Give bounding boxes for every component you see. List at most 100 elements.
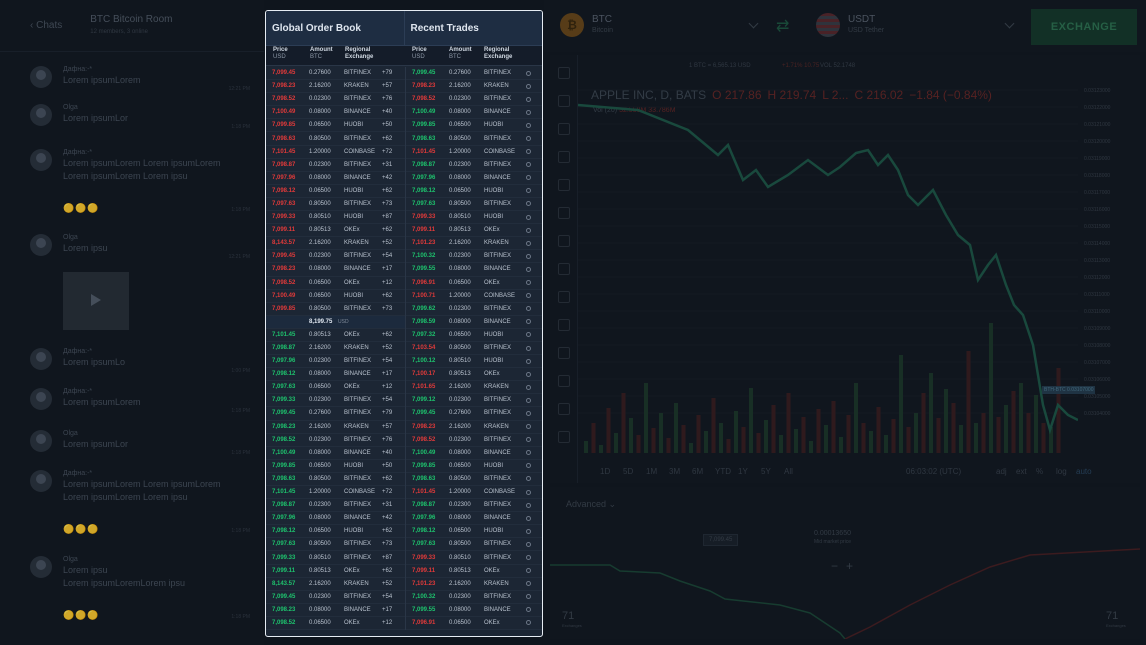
ask-row[interactable]: 7,099.45 0.02300 BITFINEX +54 bbox=[266, 250, 405, 264]
bid-row[interactable]: 7,098.23 2.16200 KRAKEN +57 bbox=[266, 421, 405, 434]
bid-row[interactable]: 8,143.57 2.16200 KRAKEN +52 bbox=[266, 578, 405, 591]
trade-row[interactable]: 7,100.71 1.20000 COINBASE bbox=[406, 290, 542, 303]
trade-row[interactable]: 7,103.54 0.80500 BITFINEX bbox=[406, 342, 542, 356]
trade-status-icon[interactable] bbox=[526, 253, 531, 259]
avatar[interactable] bbox=[30, 234, 52, 256]
chevron-down-icon[interactable] bbox=[1004, 18, 1015, 29]
trade-row[interactable]: 7,098.63 0.80500 BITFINEX bbox=[406, 473, 542, 486]
trade-status-icon[interactable] bbox=[526, 528, 531, 534]
trade-status-icon[interactable] bbox=[526, 83, 531, 89]
trade-row[interactable]: 7,098.12 0.06500 HUOBI bbox=[406, 185, 542, 198]
trade-row[interactable]: 7,098.12 0.06500 HUOBI bbox=[406, 525, 542, 539]
trade-row[interactable]: 7,100.49 0.08000 BINANCE bbox=[406, 106, 542, 120]
bid-row[interactable]: 7,098.12 0.06500 HUOBI +62 bbox=[266, 525, 405, 539]
chart-title[interactable]: APPLE INC, D, BATS O 217.86 H 219.74 L 2… bbox=[591, 88, 992, 102]
trade-row[interactable]: 7,098.87 0.02300 BITFINEX bbox=[406, 159, 542, 172]
measure-icon[interactable] bbox=[558, 263, 570, 275]
bid-row[interactable]: 7,098.12 0.08000 BINANCE +17 bbox=[266, 368, 405, 382]
zoom-icon[interactable] bbox=[558, 319, 570, 331]
trade-row[interactable]: 7,099.33 0.80510 BITFINEX bbox=[406, 551, 542, 565]
avatar[interactable] bbox=[30, 104, 52, 126]
avatar[interactable] bbox=[30, 556, 52, 578]
trade-status-icon[interactable] bbox=[526, 162, 531, 168]
trade-status-icon[interactable] bbox=[526, 293, 531, 299]
price-chart[interactable] bbox=[578, 75, 1078, 465]
video-thumbnail[interactable] bbox=[63, 272, 129, 330]
timeframe-1y[interactable]: 1Y bbox=[738, 467, 748, 476]
bid-row[interactable]: 7,099.11 0.80513 OKEx +62 bbox=[266, 565, 405, 578]
trade-status-icon[interactable] bbox=[526, 410, 531, 416]
bid-row[interactable]: 7,099.33 0.02300 BITFINEX +54 bbox=[266, 394, 405, 408]
ask-row[interactable]: 7,097.63 0.80500 BITFINEX +73 bbox=[266, 198, 405, 212]
zoom-out-button[interactable]: − bbox=[831, 559, 839, 573]
bid-row[interactable]: 7,099.45 0.02300 BITFINEX +54 bbox=[266, 591, 405, 604]
bid-row[interactable]: 7,097.63 0.06500 OKEx +12 bbox=[266, 381, 405, 395]
trade-row[interactable]: 7,097.96 0.08000 BINANCE bbox=[406, 172, 542, 185]
ask-row[interactable]: 7,098.23 2.16200 KRAKEN +57 bbox=[266, 80, 405, 94]
trade-status-icon[interactable] bbox=[526, 397, 531, 403]
trade-status-icon[interactable] bbox=[526, 371, 531, 377]
trade-status-icon[interactable] bbox=[526, 227, 531, 233]
bid-row[interactable]: 7,100.49 0.08000 BINANCE +40 bbox=[266, 447, 405, 460]
trade-status-icon[interactable] bbox=[526, 122, 531, 128]
trade-status-icon[interactable] bbox=[526, 502, 531, 508]
avatar[interactable] bbox=[30, 149, 52, 171]
ask-row[interactable]: 7,099.33 0.80510 HUOBI +87 bbox=[266, 211, 405, 225]
ask-row[interactable]: 8,143.57 2.16200 KRAKEN +52 bbox=[266, 237, 405, 251]
trade-status-icon[interactable] bbox=[526, 109, 531, 115]
bid-row[interactable]: 7,098.87 0.02300 BITFINEX +31 bbox=[266, 499, 405, 513]
trade-row[interactable]: 7,100.12 0.80510 HUOBI bbox=[406, 355, 542, 369]
trade-row[interactable]: 7,097.63 0.80500 BITFINEX bbox=[406, 538, 542, 552]
trade-status-icon[interactable] bbox=[526, 149, 531, 155]
trade-status-icon[interactable] bbox=[526, 594, 531, 600]
pattern-icon[interactable] bbox=[558, 207, 570, 219]
bid-row[interactable]: 7,098.52 0.02300 BITFINEX +76 bbox=[266, 434, 405, 447]
trade-status-icon[interactable] bbox=[526, 240, 531, 246]
trade-row[interactable]: 7,100.49 0.08000 BINANCE bbox=[406, 447, 542, 460]
brush-icon[interactable] bbox=[558, 151, 570, 163]
trade-row[interactable]: 7,096.91 0.06500 OKEx bbox=[406, 277, 542, 290]
trade-row[interactable]: 7,101.23 2.16200 KRAKEN bbox=[406, 237, 542, 251]
exchange-button[interactable]: EXCHANGE bbox=[1031, 9, 1137, 45]
prediction-icon[interactable] bbox=[558, 235, 570, 247]
ask-row[interactable]: 7,099.85 0.06500 HUOBI +50 bbox=[266, 119, 405, 133]
bid-row[interactable]: 7,098.52 0.06500 OKEx +12 bbox=[266, 617, 405, 631]
trade-row[interactable]: 7,099.45 0.27600 BITFINEX bbox=[406, 407, 542, 421]
scale-option-auto[interactable]: auto bbox=[1076, 467, 1092, 476]
avatar[interactable] bbox=[30, 388, 52, 410]
chevron-down-icon[interactable] bbox=[748, 18, 759, 29]
trade-status-icon[interactable] bbox=[526, 136, 531, 142]
bid-row[interactable]: 7,099.45 0.27600 BITFINEX +79 bbox=[266, 407, 405, 421]
bid-row[interactable]: 7,097.63 0.80500 BITFINEX +73 bbox=[266, 538, 405, 552]
timeframe-5d[interactable]: 5D bbox=[623, 467, 634, 476]
trade-row[interactable]: 7,099.11 0.80513 OKEx bbox=[406, 224, 542, 238]
trade-row[interactable]: 7,099.12 0.02300 BITFINEX bbox=[406, 394, 542, 408]
trade-row[interactable]: 7,098.52 0.02300 BITFINEX bbox=[406, 434, 542, 447]
trade-row[interactable]: 7,097.63 0.80500 BITFINEX bbox=[406, 198, 542, 212]
zoom-in-button[interactable]: + bbox=[846, 559, 854, 573]
bid-row[interactable]: 7,097.96 0.02300 BITFINEX +54 bbox=[266, 355, 405, 369]
back-to-chats-link[interactable]: ‹ Chats bbox=[30, 20, 63, 31]
scale-option-ext[interactable]: ext bbox=[1016, 467, 1027, 476]
trade-row[interactable]: 7,101.65 2.16200 KRAKEN bbox=[406, 381, 542, 395]
trade-status-icon[interactable] bbox=[526, 201, 531, 207]
trade-status-icon[interactable] bbox=[526, 581, 531, 587]
trade-row[interactable]: 7,098.87 0.02300 BITFINEX bbox=[406, 499, 542, 513]
trade-status-icon[interactable] bbox=[526, 568, 531, 574]
trade-status-icon[interactable] bbox=[526, 450, 531, 456]
bid-row[interactable]: 7,098.23 0.08000 BINANCE +17 bbox=[266, 604, 405, 617]
ask-row[interactable]: 7,098.63 0.80500 BITFINEX +62 bbox=[266, 132, 405, 146]
trade-row[interactable]: 7,098.23 2.16200 KRAKEN bbox=[406, 421, 542, 434]
trade-row[interactable]: 7,099.62 0.02300 BITFINEX bbox=[406, 303, 542, 316]
bid-row[interactable]: 7,097.96 0.08000 BINANCE +42 bbox=[266, 512, 405, 526]
trade-status-icon[interactable] bbox=[526, 332, 531, 338]
trade-status-icon[interactable] bbox=[526, 358, 531, 364]
timeframe-1d[interactable]: 1D bbox=[600, 467, 611, 476]
trade-row[interactable]: 7,099.85 0.06500 HUOBI bbox=[406, 119, 542, 133]
trade-status-icon[interactable] bbox=[526, 280, 531, 286]
trade-row[interactable]: 7,100.17 0.80513 OKEx bbox=[406, 368, 542, 382]
trade-row[interactable]: 7,101.45 1.20000 COINBASE bbox=[406, 146, 542, 159]
quote-currency-select[interactable]: USDT USD Tether bbox=[816, 13, 884, 37]
ask-row[interactable]: 7,098.12 0.06500 HUOBI +62 bbox=[266, 185, 405, 198]
eye-icon[interactable] bbox=[558, 403, 570, 415]
